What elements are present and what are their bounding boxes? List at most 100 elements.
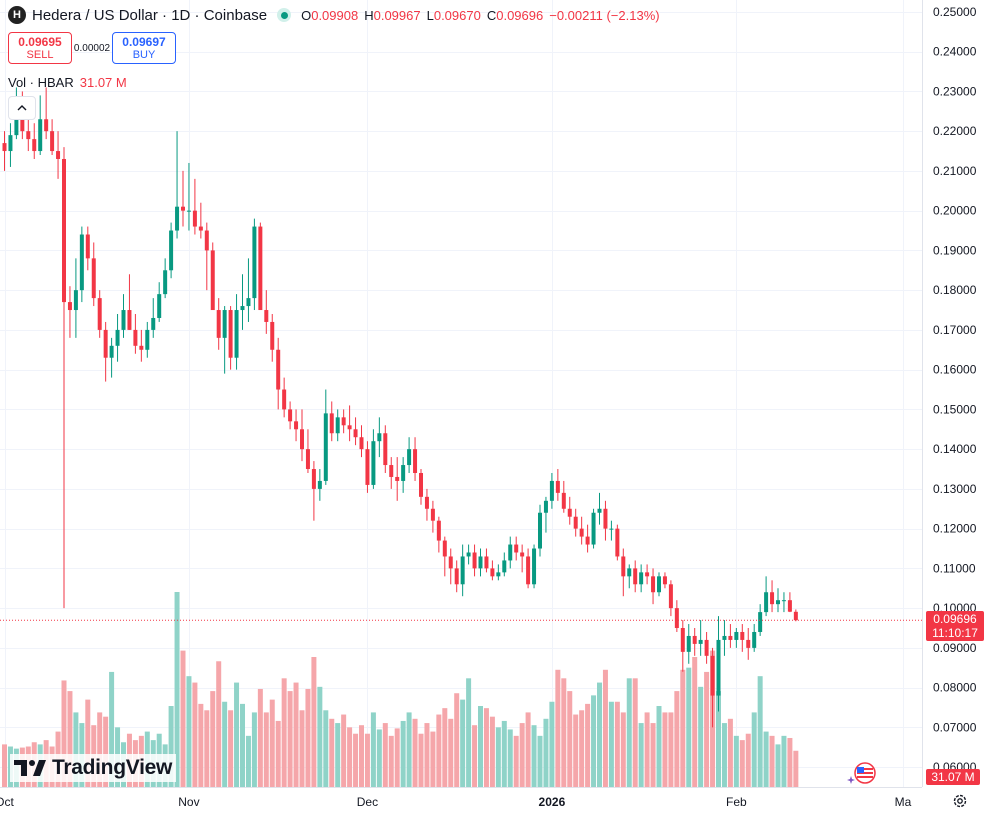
volume-bar [763,731,769,787]
volume-bar [483,708,489,787]
volume-bar [519,723,525,787]
time-tick-label: Nov [178,795,199,809]
candle-body [407,449,412,466]
volume-bar [418,733,424,787]
candle-body [50,131,55,152]
volume-bar [245,735,251,787]
candle-body [734,631,739,640]
candle-body [270,321,275,350]
volume-bar [638,723,644,787]
price-axis[interactable]: 0.25000 0.24000 0.23000 0.22000 0.21000 0.200… [922,0,994,787]
candle-body [2,143,7,152]
volume-bar [353,733,359,787]
volume-bar [656,706,662,787]
candle-body [145,329,150,350]
volume-bar [489,716,495,787]
candle-body [573,516,578,529]
candle-body [258,226,263,311]
volume-bar [531,725,537,787]
volume-bar [466,678,472,787]
candle-body [323,413,328,481]
volume-value: 31.07 M [79,75,127,90]
candle-body [514,544,519,553]
volume-bar [781,735,787,787]
volume-bar [525,712,531,787]
candle-body [454,568,459,585]
price-tick-label: 0.12000 [933,522,977,536]
candle-body [609,528,614,530]
candle-body [32,139,37,152]
volume-bar [460,699,466,787]
buy-button[interactable]: 0.09697 BUY [112,32,176,64]
candle-body [603,508,608,529]
candle-body [329,413,334,434]
price-tick-label: 0.11000 [933,561,976,575]
volume-bar [275,720,281,787]
candle-body [758,612,763,632]
candle-body [555,480,560,493]
volume-bar [174,592,180,787]
volume-bar [501,720,507,787]
price-tick-label: 0.09000 [933,641,977,655]
candle-body [20,111,25,132]
volume-bar [472,725,478,787]
price-tick-label: 0.19000 [933,243,977,257]
candle-body [228,310,233,358]
volume-bar [335,723,341,787]
volume-bar [2,744,7,787]
candle-body [740,631,745,640]
candle-body [686,635,691,652]
candle-body [430,508,435,521]
volume-bar [281,678,287,787]
volume-bar [359,725,364,787]
volume-label[interactable]: Vol · HBAR [8,75,74,90]
volume-bar [632,678,638,787]
price-tick-label: 0.15000 [933,402,977,416]
candle-body [793,611,798,621]
candle-body [502,560,507,573]
candle-body [579,528,584,537]
buy-label: BUY [132,49,156,61]
volume-bar [644,712,650,787]
collapse-legend-button[interactable] [8,96,36,120]
candle-body [776,600,780,605]
volume-bar [442,708,448,787]
price-tick-label: 0.07000 [933,720,977,734]
volume-bar [680,669,686,787]
candle-body [67,302,72,311]
candle-body [543,500,548,513]
symbol-title[interactable]: Hedera / US Dollar · 1D · Coinbase [32,6,268,24]
candle-body [377,433,382,442]
candle-body [567,508,572,517]
candle-body [722,635,727,640]
price-tick-label: 0.16000 [933,363,977,377]
price-chart[interactable] [0,0,922,787]
chart-pane[interactable] [0,0,922,787]
volume-bar [537,735,543,787]
last-price-label: 0.09696 11:10:17 [926,611,984,642]
candle-body [311,469,316,489]
candle-body [591,512,596,545]
price-tick-label: 0.21000 [933,164,977,178]
sell-price: 0.09695 [18,35,62,49]
candle-body [8,135,13,152]
last-price-value: 0.09696 [933,612,977,627]
candle-body [484,556,489,569]
volume-bar [228,710,234,787]
volume-bar [567,691,573,787]
us-flag-icon[interactable] [846,762,876,784]
candle-body [359,437,364,450]
volume-bar [543,718,549,787]
volume-bar [561,678,567,787]
volume-bar [549,701,555,787]
candle-body [698,639,703,644]
tradingview-logo[interactable]: TradingView [10,754,177,782]
buy-price: 0.09697 [122,35,166,49]
time-axis[interactable]: Oct Nov Dec 2026 Feb Ma [0,787,922,816]
gear-icon[interactable] [952,793,968,809]
sell-button[interactable]: 0.09695 SELL [8,32,72,64]
volume-bar [376,729,382,787]
candle-body [668,584,673,609]
candle-body [210,250,215,311]
volume-bar [745,733,751,787]
